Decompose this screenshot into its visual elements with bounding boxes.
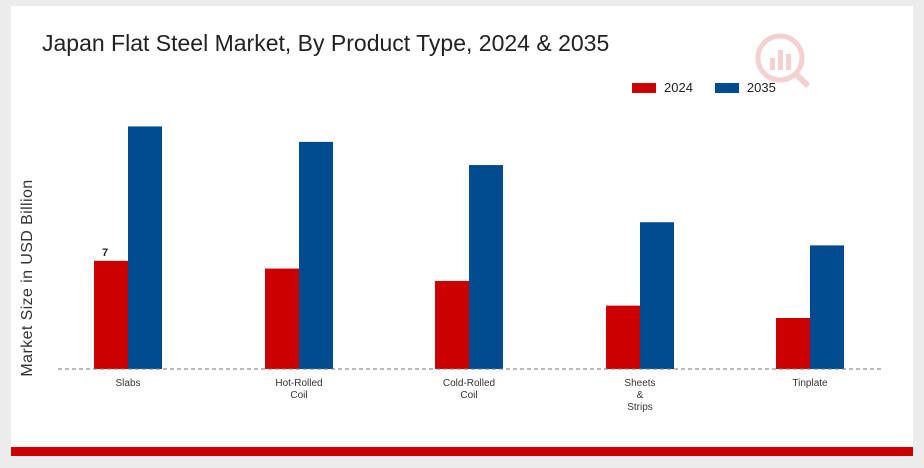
- bar-2024-sheets-strips: [606, 305, 640, 369]
- bar-2024-slabs: [94, 260, 128, 369]
- bar-2024-tinplate: [776, 318, 810, 369]
- legend-swatch-2035: [714, 82, 739, 93]
- x-tick-label: Tinplate: [792, 378, 828, 389]
- x-tick-label: Slabs: [115, 378, 140, 389]
- bar-2035-cold-rolled-coil: [469, 165, 503, 369]
- bar-2035-slabs: [128, 126, 162, 369]
- bar-2024-hot-rolled-coil: [265, 268, 299, 369]
- legend-label-2024: 2024: [664, 80, 693, 95]
- x-tick-label: Cold-Rolled Coil: [443, 378, 495, 401]
- legend-item-2024: 2024: [632, 80, 693, 95]
- legend-swatch-2024: [632, 82, 656, 93]
- x-tick-label: Hot-Rolled Coil: [275, 378, 322, 401]
- bar-2035-sheets-strips: [640, 222, 674, 369]
- data-label: 7: [102, 247, 108, 259]
- watermark-logo-icon: [752, 30, 812, 90]
- footer-accent-bar: [11, 447, 913, 456]
- bar-2024-cold-rolled-coil: [435, 280, 469, 369]
- legend-item-2035: 2035: [714, 80, 776, 95]
- bar-2035-tinplate: [810, 245, 844, 369]
- x-tick-label: Sheets & Strips: [624, 378, 655, 413]
- chart-title: Japan Flat Steel Market, By Product Type…: [42, 30, 610, 56]
- bar-2035-hot-rolled-coil: [299, 141, 333, 369]
- legend-label-2035: 2035: [746, 80, 776, 95]
- legend: 2024 2035: [632, 80, 798, 95]
